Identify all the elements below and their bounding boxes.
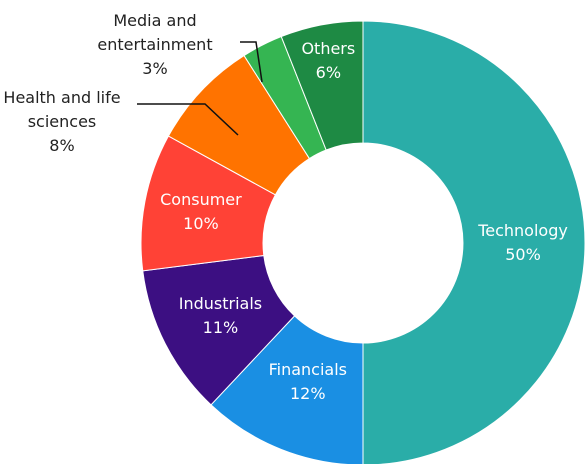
value-label: 6% (315, 63, 342, 83)
segment-label: Media and entertainment 3% (89, 9, 221, 81)
value-label: 11% (202, 317, 239, 337)
category-label: Financials (268, 360, 347, 380)
donut-segment (280, 20, 364, 151)
value-label: 8% (49, 136, 75, 155)
category-label: Industrials (178, 293, 263, 313)
category-label: Technology (478, 221, 568, 240)
category-label: Consumer (160, 190, 242, 210)
segment-label: Financials 12% (269, 358, 347, 406)
segment-label: Technology 50% (478, 219, 568, 267)
category-label: Media and entertainment (97, 11, 213, 54)
donut-segment (362, 20, 585, 464)
value-label: 3% (142, 59, 168, 78)
segment-label: Others 6% (301, 37, 355, 85)
value-label: 50% (505, 245, 541, 264)
category-label: Health and life sciences (3, 88, 121, 131)
value-label: 12% (290, 384, 326, 404)
category-label: Others (301, 39, 356, 59)
leader-line (240, 41, 263, 83)
segment-label: Industrials 11% (179, 292, 262, 340)
segment-label: Consumer 10% (160, 188, 242, 236)
leader-line (137, 103, 239, 136)
segment-label: Health and life sciences 8% (0, 86, 128, 158)
value-label: 10% (183, 214, 219, 234)
